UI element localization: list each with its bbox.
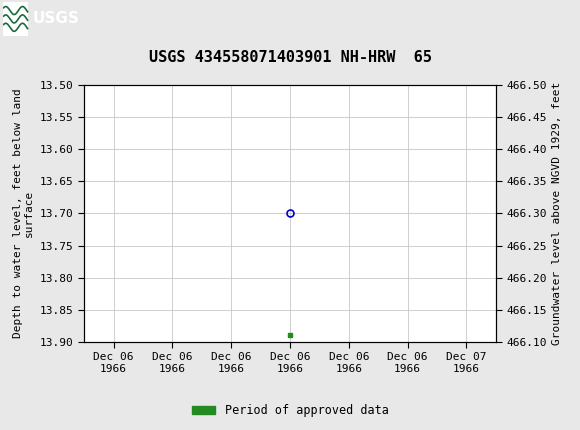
Text: USGS: USGS [33, 12, 80, 26]
Bar [3, 2, 28, 36]
Y-axis label: Groundwater level above NGVD 1929, feet: Groundwater level above NGVD 1929, feet [552, 82, 563, 345]
Legend: Period of approved data: Period of approved data [187, 399, 393, 422]
Text: USGS 434558071403901 NH-HRW  65: USGS 434558071403901 NH-HRW 65 [148, 50, 432, 64]
Y-axis label: Depth to water level, feet below land
surface: Depth to water level, feet below land su… [13, 89, 34, 338]
